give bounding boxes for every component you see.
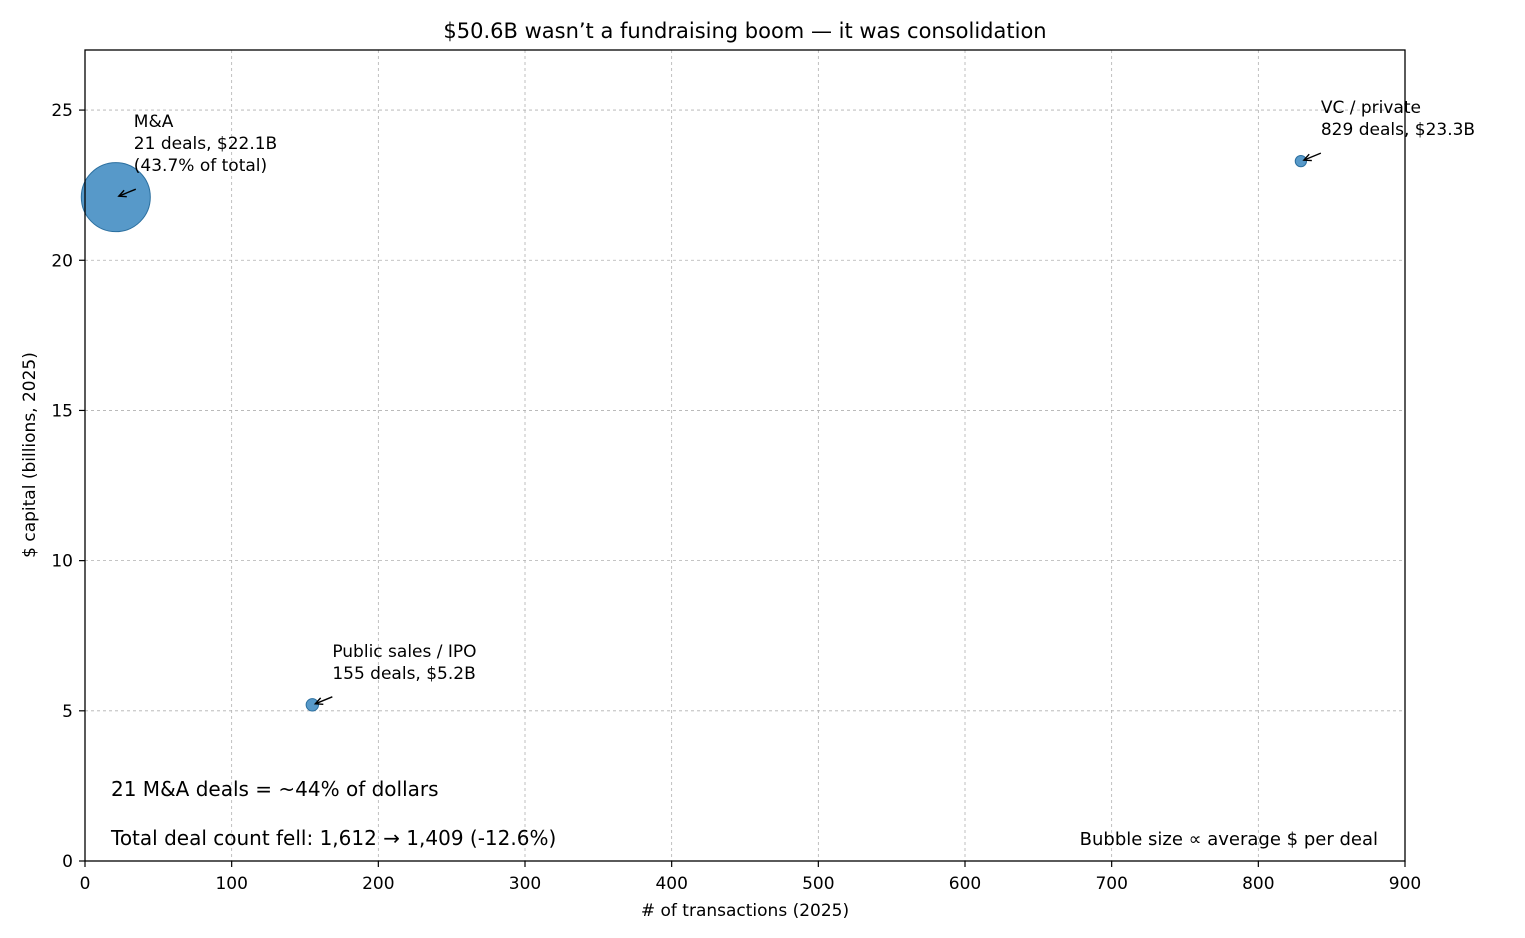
bubbles bbox=[80, 155, 1307, 712]
bubble-annotation: (43.7% of total) bbox=[134, 156, 267, 176]
axis-ticks: 0 100 200 300 400 500 600 700 800 900 0 5 10 15 20 25 bbox=[51, 101, 1421, 894]
x-tick-label: 600 bbox=[949, 874, 981, 894]
x-tick-label: 300 bbox=[509, 874, 541, 894]
x-tick-label: 100 bbox=[215, 874, 247, 894]
annotation-arrow bbox=[1303, 152, 1322, 161]
plot-frame bbox=[84, 49, 1406, 862]
grid bbox=[85, 50, 1405, 861]
bubble bbox=[305, 698, 320, 712]
bubble-annotation: 155 deals, $5.2B bbox=[332, 664, 475, 684]
x-axis-label: # of transactions (2025) bbox=[641, 901, 849, 921]
x-tick-label: 500 bbox=[802, 874, 834, 894]
y-tick-label: 20 bbox=[51, 251, 73, 271]
bubble-annotation: 829 deals, $23.3B bbox=[1321, 120, 1475, 140]
x-tick-label: 200 bbox=[362, 874, 394, 894]
y-tick-label: 0 bbox=[62, 852, 73, 872]
note-deal-count: Total deal count fell: 1,612 → 1,409 (-1… bbox=[110, 826, 556, 850]
bubble bbox=[80, 162, 151, 233]
y-tick-label: 25 bbox=[51, 101, 73, 121]
x-tick-label: 700 bbox=[1095, 874, 1127, 894]
annotation-arrowhead bbox=[117, 189, 127, 198]
bubble-annotation: VC / private bbox=[1321, 98, 1421, 118]
annotation-arrowhead bbox=[313, 697, 324, 705]
note-ma-share: 21 M&A deals = ~44% of dollars bbox=[111, 777, 439, 801]
bubble-annotation: 21 deals, $22.1B bbox=[134, 134, 277, 154]
annotation-arrowhead bbox=[1302, 153, 1312, 162]
x-tick-label: 800 bbox=[1242, 874, 1274, 894]
x-tick-label: 900 bbox=[1389, 874, 1421, 894]
y-axis-label: $ capital (billions, 2025) bbox=[20, 352, 40, 558]
bubble-annotation: M&A bbox=[134, 112, 174, 132]
x-tick-label: 0 bbox=[80, 874, 91, 894]
bubble bbox=[1294, 155, 1307, 168]
y-tick-label: 10 bbox=[51, 552, 73, 572]
chart-title: $50.6B wasn’t a fundraising boom — it wa… bbox=[443, 19, 1046, 43]
annotation-arrow bbox=[118, 188, 137, 197]
annotations: M&A21 deals, $22.1B(43.7% of total) Publi… bbox=[117, 98, 1475, 705]
y-tick-label: 15 bbox=[51, 401, 73, 421]
bubble-size-note: Bubble size ∝ average $ per deal bbox=[1080, 829, 1378, 850]
y-tick-label: 5 bbox=[62, 702, 73, 722]
bubble-annotation: Public sales / IPO bbox=[332, 642, 476, 662]
annotation-arrow bbox=[315, 696, 333, 705]
x-tick-label: 400 bbox=[655, 874, 687, 894]
